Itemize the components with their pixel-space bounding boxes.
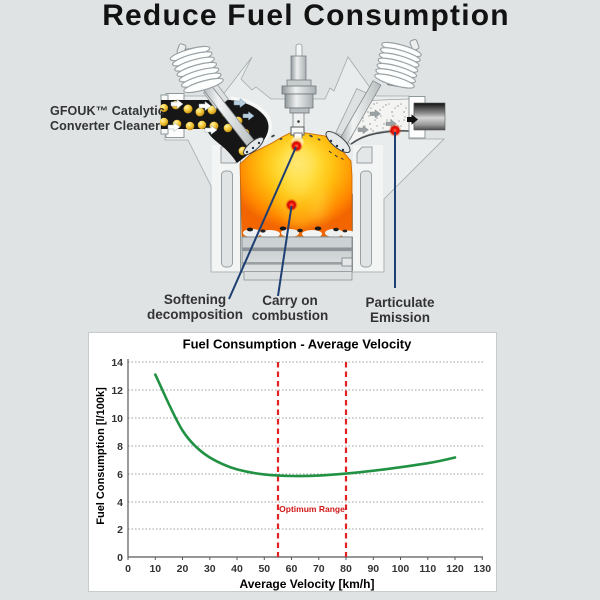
svg-text:12: 12 — [111, 385, 123, 397]
svg-text:110: 110 — [419, 563, 436, 575]
svg-text:14: 14 — [111, 357, 123, 369]
svg-text:10: 10 — [149, 563, 161, 575]
svg-text:8: 8 — [117, 441, 123, 453]
svg-text:10: 10 — [111, 413, 123, 425]
svg-text:Fuel Consumption [l/100k]: Fuel Consumption [l/100k] — [95, 387, 107, 525]
svg-text:130: 130 — [474, 563, 492, 575]
svg-text:90: 90 — [367, 563, 379, 575]
svg-text:6: 6 — [117, 469, 123, 481]
svg-text:2: 2 — [117, 524, 123, 536]
svg-text:50: 50 — [258, 563, 270, 575]
svg-text:30: 30 — [204, 563, 216, 575]
svg-text:120: 120 — [446, 563, 464, 575]
svg-text:Fuel Consumption - Average Vel: Fuel Consumption - Average Velocity — [183, 337, 413, 352]
svg-text:60: 60 — [286, 563, 298, 575]
svg-text:Optimum Range: Optimum Range — [279, 504, 345, 514]
svg-text:80: 80 — [340, 563, 352, 575]
svg-text:Average Velocity [km/h]: Average Velocity [km/h] — [240, 577, 375, 591]
svg-text:20: 20 — [177, 563, 189, 575]
svg-text:100: 100 — [392, 563, 410, 575]
svg-text:4: 4 — [117, 497, 123, 509]
svg-text:0: 0 — [117, 552, 123, 564]
svg-text:40: 40 — [231, 563, 243, 575]
svg-text:70: 70 — [313, 563, 325, 575]
svg-text:0: 0 — [125, 563, 131, 575]
